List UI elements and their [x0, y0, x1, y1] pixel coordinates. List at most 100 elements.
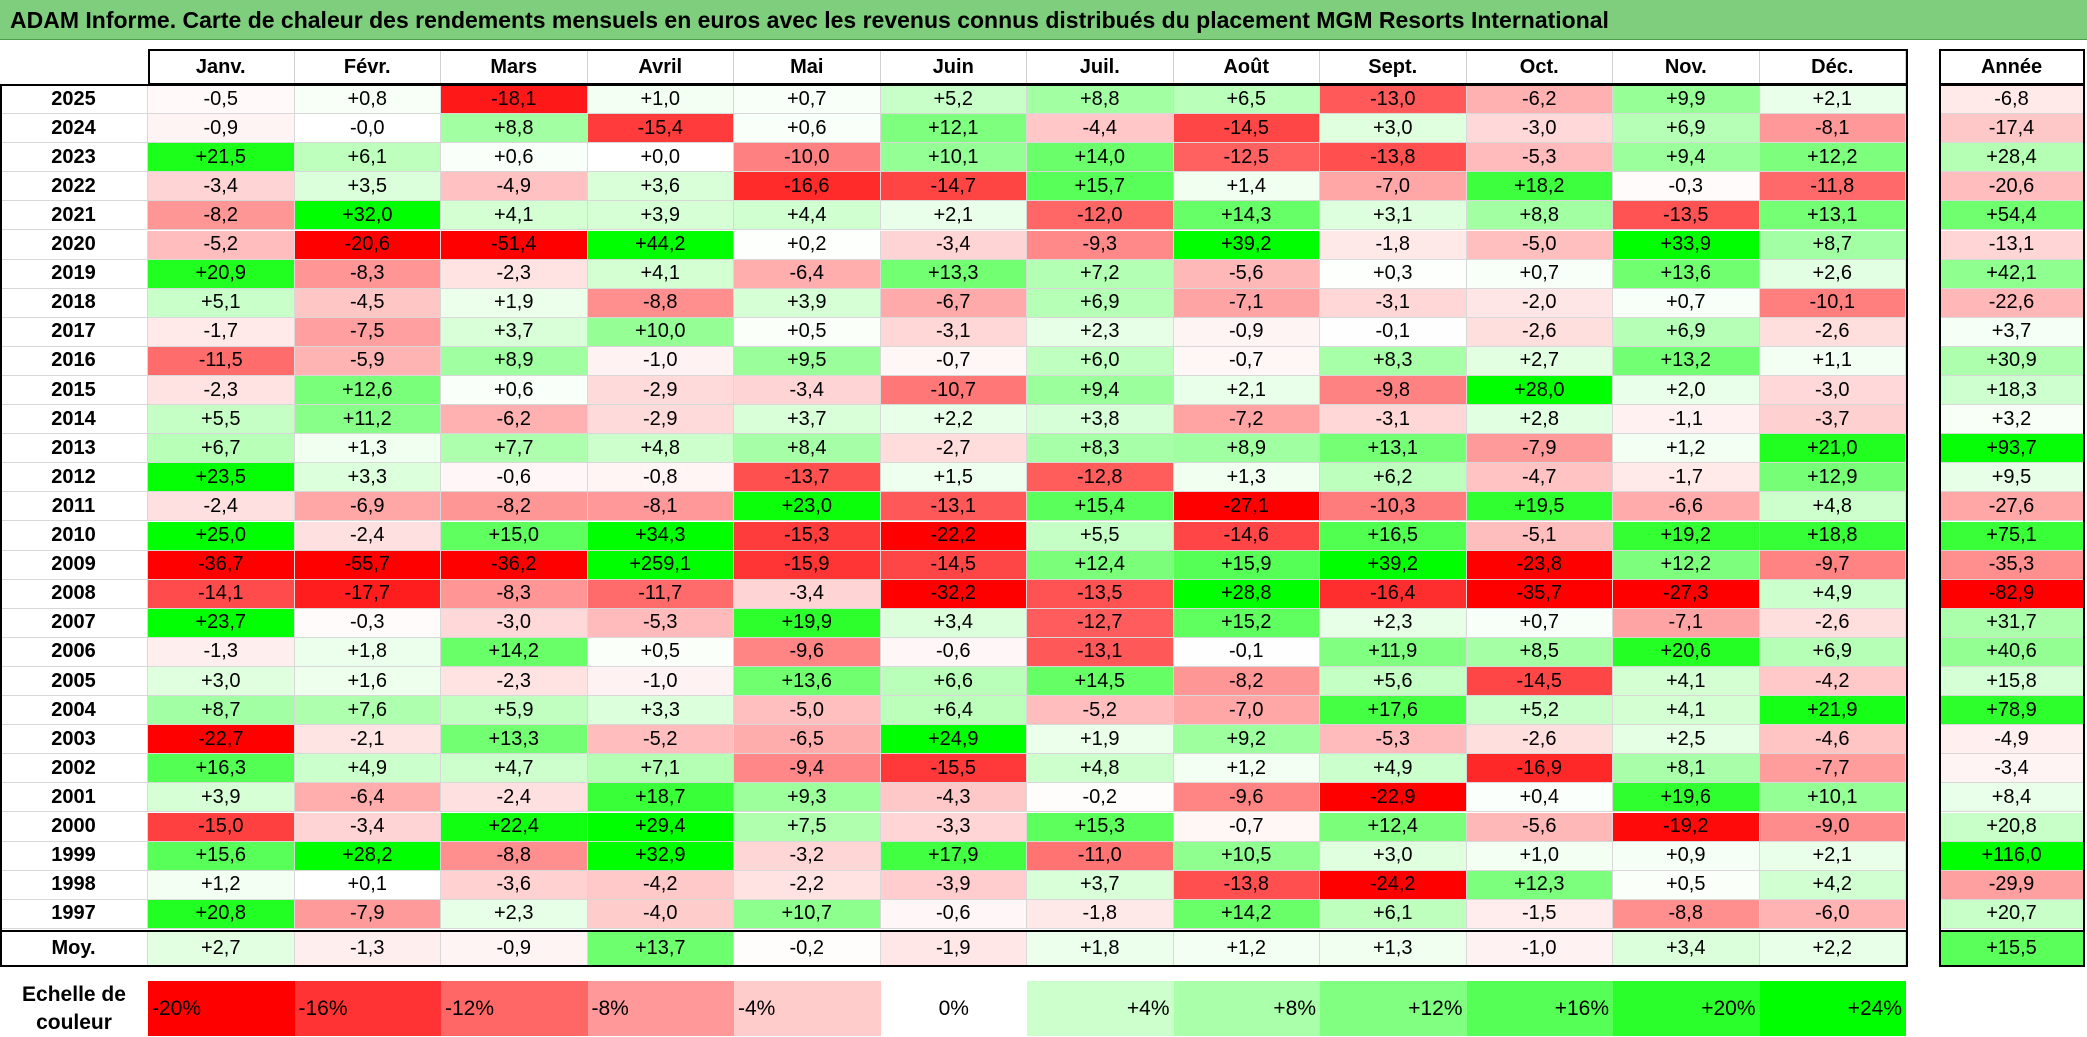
month-header: Avril	[587, 50, 734, 85]
heatmap-cell: +3,0	[1320, 841, 1467, 871]
heatmap-cell: -5,1	[1466, 521, 1613, 551]
heatmap-cell: -8,1	[1759, 114, 1906, 144]
year-label: 2024	[0, 114, 148, 144]
year-label: 2017	[0, 317, 148, 347]
heatmap-cell: +6,1	[294, 143, 441, 173]
year-label: 2020	[0, 230, 148, 260]
heatmap-cell: +1,1	[1759, 346, 1906, 376]
heatmap-cell: -14,5	[1466, 667, 1613, 697]
heatmap-cell: -0,3	[1613, 172, 1760, 202]
month-header: Oct.	[1466, 50, 1613, 85]
heatmap-cell: -14,6	[1173, 521, 1320, 551]
heatmap-cell: +15,4	[1027, 492, 1174, 522]
heatmap-cell: -14,1	[148, 579, 295, 609]
heatmap-cell: -7,1	[1613, 608, 1760, 638]
annual-cell: -22,6	[1939, 288, 2085, 318]
heatmap-cell: +20,6	[1613, 637, 1760, 667]
heatmap-cell: +6,2	[1320, 463, 1467, 493]
annual-cell: +8,4	[1939, 783, 2085, 813]
heatmap-cell: -0,7	[1173, 812, 1320, 842]
year-label: 2008	[0, 579, 148, 609]
heatmap-cell: +6,5	[1173, 85, 1320, 115]
heatmap-cell: +6,1	[1320, 899, 1467, 929]
heatmap-cell: -1,3	[148, 637, 295, 667]
heatmap-cell: +28,0	[1466, 376, 1613, 406]
heatmap-cell: -0,7	[880, 346, 1027, 376]
heatmap-cell: -4,9	[441, 172, 588, 202]
heatmap-cell: +21,5	[148, 143, 295, 173]
heatmap-cell: +0,4	[1466, 783, 1613, 813]
heatmap-cell: +3,3	[294, 463, 441, 493]
heatmap-cell: +0,7	[1613, 288, 1760, 318]
heatmap-cell: -3,4	[294, 812, 441, 842]
heatmap-cell: +32,0	[294, 201, 441, 231]
heatmap-cell: -16,4	[1320, 579, 1467, 609]
heatmap-cell: +0,6	[441, 376, 588, 406]
heatmap-cell: +13,6	[1613, 259, 1760, 289]
year-label: 2019	[0, 259, 148, 289]
heatmap-cell: -2,4	[441, 783, 588, 813]
heatmap-cell: -2,1	[294, 725, 441, 755]
heatmap-cell: -13,0	[1320, 85, 1467, 115]
heatmap-cell: -8,2	[1173, 667, 1320, 697]
annual-cell: -82,9	[1939, 579, 2085, 609]
color-scale-step: +8%	[1173, 981, 1320, 1036]
heatmap-cell: -2,6	[1759, 608, 1906, 638]
heatmap-cell: -8,2	[441, 492, 588, 522]
heatmap-cell: +0,7	[1466, 608, 1613, 638]
heatmap-cell: -3,1	[880, 317, 1027, 347]
heatmap-cell: +14,5	[1027, 667, 1174, 697]
heatmap-cell: +16,5	[1320, 521, 1467, 551]
heatmap-cell: -8,8	[441, 841, 588, 871]
heatmap-cell: +23,7	[148, 608, 295, 638]
heatmap-cell: +3,7	[1027, 870, 1174, 900]
color-scale-step: +4%	[1027, 981, 1174, 1036]
annual-cell: +20,8	[1939, 812, 2085, 842]
year-label: 2021	[0, 201, 148, 231]
heatmap-cell: +12,2	[1613, 550, 1760, 580]
heatmap-cell: +9,9	[1613, 85, 1760, 115]
heatmap-cell: +13,1	[1320, 434, 1467, 464]
heatmap-cell: +8,1	[1613, 754, 1760, 784]
annual-cell: +3,7	[1939, 317, 2085, 347]
heatmap-cell: -0,2	[1027, 783, 1174, 813]
heatmap-cell: +4,1	[1613, 696, 1760, 726]
annual-cell: -3,4	[1939, 754, 2085, 784]
heatmap-cell: +9,4	[1027, 376, 1174, 406]
heatmap-cell: -3,1	[1320, 288, 1467, 318]
chart-title: ADAM Informe. Carte de chaleur des rende…	[10, 7, 1609, 33]
heatmap-cell: -0,1	[1320, 317, 1467, 347]
heatmap-cell: +2,1	[1759, 841, 1906, 871]
heatmap-cell: -7,9	[1466, 434, 1613, 464]
color-scale-step: +20%	[1613, 981, 1760, 1036]
heatmap-cell: -36,7	[148, 550, 295, 580]
annual-cell: +28,4	[1939, 143, 2085, 173]
heatmap-cell: -10,1	[1759, 288, 1906, 318]
title-bar: ADAM Informe. Carte de chaleur des rende…	[0, 0, 2087, 40]
heatmap-cell: +6,4	[880, 696, 1027, 726]
heatmap-cell: +3,0	[1320, 114, 1467, 144]
heatmap-cell: -1,8	[1027, 899, 1174, 929]
heatmap-cell: +6,9	[1759, 637, 1906, 667]
heatmap-cell: -11,5	[148, 346, 295, 376]
heatmap-cell: +10,5	[1173, 841, 1320, 871]
annual-cell: +54,4	[1939, 201, 2085, 231]
month-header: Janv.	[148, 50, 295, 85]
heatmap-cell: +20,8	[148, 899, 295, 929]
heatmap-cell: -13,1	[880, 492, 1027, 522]
month-header: Déc.	[1759, 50, 1906, 85]
heatmap-cell: -5,2	[587, 725, 734, 755]
month-header: Sept.	[1320, 50, 1467, 85]
heatmap-cell: +15,6	[148, 841, 295, 871]
heatmap-cell: -3,4	[734, 376, 881, 406]
heatmap-cell: -8,2	[148, 201, 295, 231]
heatmap-cell: +1,0	[587, 85, 734, 115]
heatmap-cell: +13,3	[441, 725, 588, 755]
heatmap-cell: -6,0	[1759, 899, 1906, 929]
color-scale-step: -8%	[587, 981, 734, 1036]
heatmap-cell: -2,9	[587, 376, 734, 406]
heatmap-cell: +1,3	[1173, 463, 1320, 493]
heatmap-cell: -5,9	[294, 346, 441, 376]
heatmap-cell: +1,2	[148, 870, 295, 900]
heatmap-cell: -10,7	[880, 376, 1027, 406]
